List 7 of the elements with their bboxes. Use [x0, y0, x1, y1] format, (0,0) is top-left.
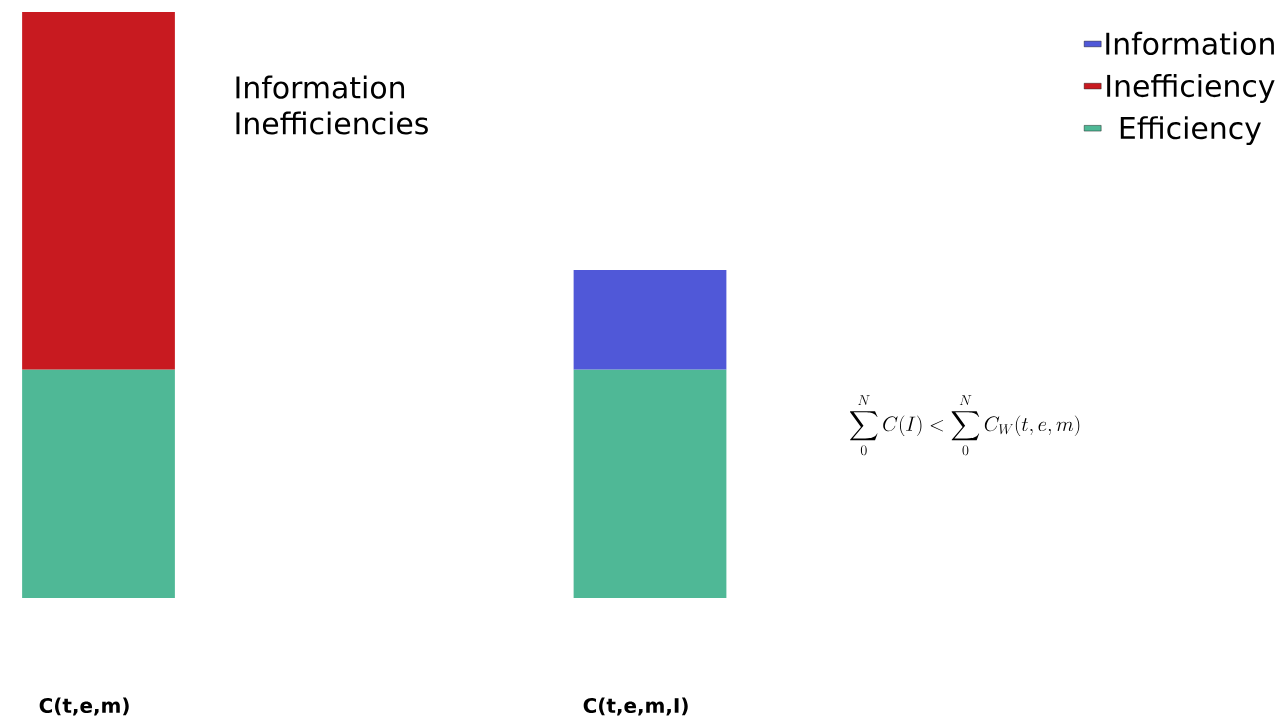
x-tick-label: C(t,e,m,I): [583, 697, 688, 716]
x-tick-label: C(t,e,m): [39, 697, 129, 716]
legend-label: Inefficiency: [1107, 74, 1275, 103]
legend-label: Information: [1106, 31, 1274, 56]
annotation: Information Inefficiencies: [236, 75, 428, 135]
annotation: $\sum_{0}^{N} C(I) < \sum_{0}^{N} C_{W}(t,e,m)$: [850, 395, 1080, 456]
legend-label: Efficiency: [1120, 116, 1261, 146]
